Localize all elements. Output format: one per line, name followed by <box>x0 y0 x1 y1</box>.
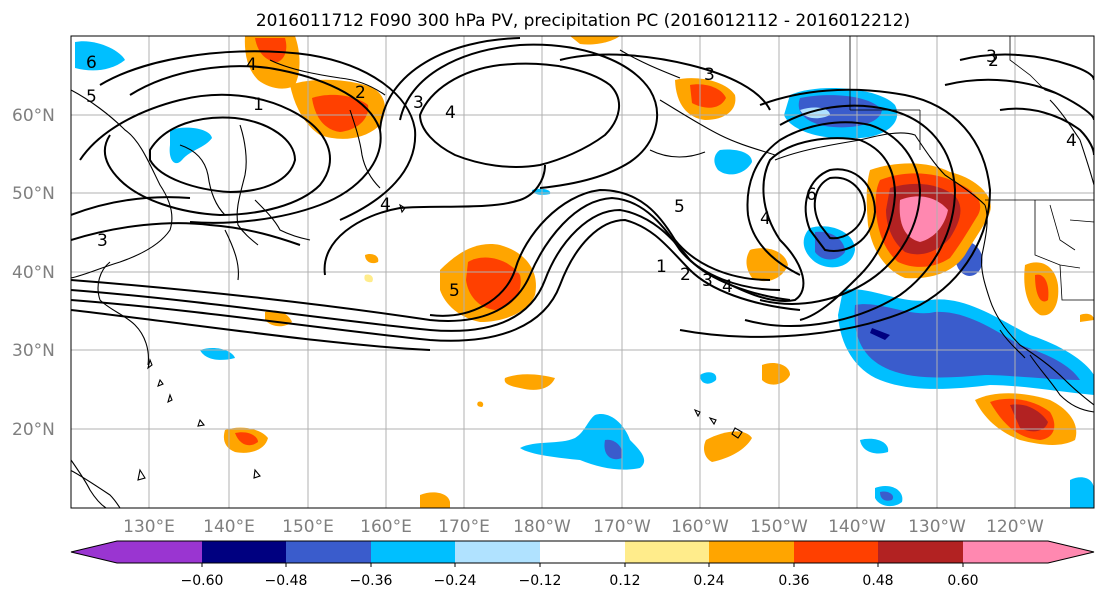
pv-contours <box>71 37 1094 351</box>
colorbar-segment <box>286 541 371 563</box>
svg-text:−0.24: −0.24 <box>434 573 477 589</box>
coastlines <box>71 49 1094 508</box>
svg-text:4: 4 <box>1066 131 1077 151</box>
svg-text:4: 4 <box>760 209 771 229</box>
svg-text:6: 6 <box>86 53 97 73</box>
svg-text:3: 3 <box>97 231 108 251</box>
svg-text:50°N: 50°N <box>12 184 55 204</box>
colorbar-ticks <box>201 563 964 567</box>
svg-text:3: 3 <box>704 65 715 85</box>
svg-text:−0.12: −0.12 <box>519 573 562 589</box>
svg-text:40°N: 40°N <box>12 263 55 283</box>
svg-text:150°E: 150°E <box>282 517 334 537</box>
colorbar-segment <box>709 541 794 563</box>
svg-text:2: 2 <box>680 265 691 285</box>
graticule <box>71 36 1094 508</box>
svg-text:5: 5 <box>449 281 460 301</box>
svg-text:0.36: 0.36 <box>778 573 809 589</box>
svg-text:120°W: 120°W <box>986 517 1044 537</box>
map-title: 2016011712 F090 300 hPa PV, precipitatio… <box>256 11 910 31</box>
svg-text:4: 4 <box>380 195 391 215</box>
colorbar-segment <box>963 541 1048 563</box>
colorbar-extend-low <box>71 541 117 563</box>
svg-text:170°W: 170°W <box>593 517 651 537</box>
colorbar-segment <box>794 541 878 563</box>
svg-text:60°N: 60°N <box>12 106 55 126</box>
political-borders <box>849 36 1094 301</box>
colorbar-segment <box>455 541 540 563</box>
svg-text:160°W: 160°W <box>671 517 729 537</box>
pv-contour-labels: 6 5 4 1 2 3 3 4 5 4 3 6 5 4 1 2 3 4 2 3 … <box>86 47 1077 301</box>
longitude-labels: 130°E 140°E 150°E 160°E 170°E 180°W 170°… <box>123 517 1044 537</box>
svg-text:−0.48: −0.48 <box>265 573 308 589</box>
latitude-labels: 60°N 50°N 40°N 30°N 20°N <box>12 106 55 440</box>
svg-text:5: 5 <box>674 197 685 217</box>
colorbar-extend-high <box>1048 541 1094 563</box>
svg-text:20°N: 20°N <box>12 420 55 440</box>
colorbar-tick-labels: −0.60 −0.48 −0.36 −0.24 −0.12 0.12 0.24 … <box>181 573 979 589</box>
svg-text:3: 3 <box>413 93 424 113</box>
svg-text:150°W: 150°W <box>750 517 808 537</box>
svg-text:4: 4 <box>445 103 456 123</box>
svg-text:−0.36: −0.36 <box>350 573 393 589</box>
svg-text:6: 6 <box>806 185 817 205</box>
svg-text:4: 4 <box>722 277 733 297</box>
precip-positive-shading <box>223 36 1094 508</box>
svg-text:1: 1 <box>253 95 264 115</box>
svg-text:3: 3 <box>986 47 997 67</box>
svg-text:130°E: 130°E <box>123 517 175 537</box>
colorbar-outline <box>70 540 1095 564</box>
svg-text:3: 3 <box>702 271 713 291</box>
svg-text:4: 4 <box>246 55 257 75</box>
colorbar-segment <box>117 541 202 563</box>
svg-text:1: 1 <box>656 257 667 277</box>
svg-text:160°E: 160°E <box>360 517 412 537</box>
svg-text:0.48: 0.48 <box>862 573 893 589</box>
svg-text:180°W: 180°W <box>513 517 571 537</box>
map-frame <box>70 35 1095 509</box>
svg-text:5: 5 <box>86 87 97 107</box>
colorbar-segment <box>878 541 963 563</box>
svg-text:170°E: 170°E <box>438 517 490 537</box>
svg-text:2: 2 <box>988 51 999 71</box>
svg-text:2: 2 <box>355 83 366 103</box>
svg-text:140°E: 140°E <box>203 517 255 537</box>
colorbar: −0.60 −0.48 −0.36 −0.24 −0.12 0.12 0.24 … <box>70 540 1095 589</box>
colorbar-segment <box>371 541 455 563</box>
svg-text:−0.60: −0.60 <box>181 573 224 589</box>
colorbar-segment <box>540 541 625 563</box>
svg-text:0.12: 0.12 <box>609 573 640 589</box>
colorbar-segment <box>625 541 709 563</box>
colorbar-segment <box>202 541 286 563</box>
svg-text:30°N: 30°N <box>12 341 55 361</box>
svg-text:130°W: 130°W <box>908 517 966 537</box>
svg-text:0.60: 0.60 <box>947 573 978 589</box>
svg-text:0.24: 0.24 <box>693 573 724 589</box>
svg-text:140°W: 140°W <box>828 517 886 537</box>
